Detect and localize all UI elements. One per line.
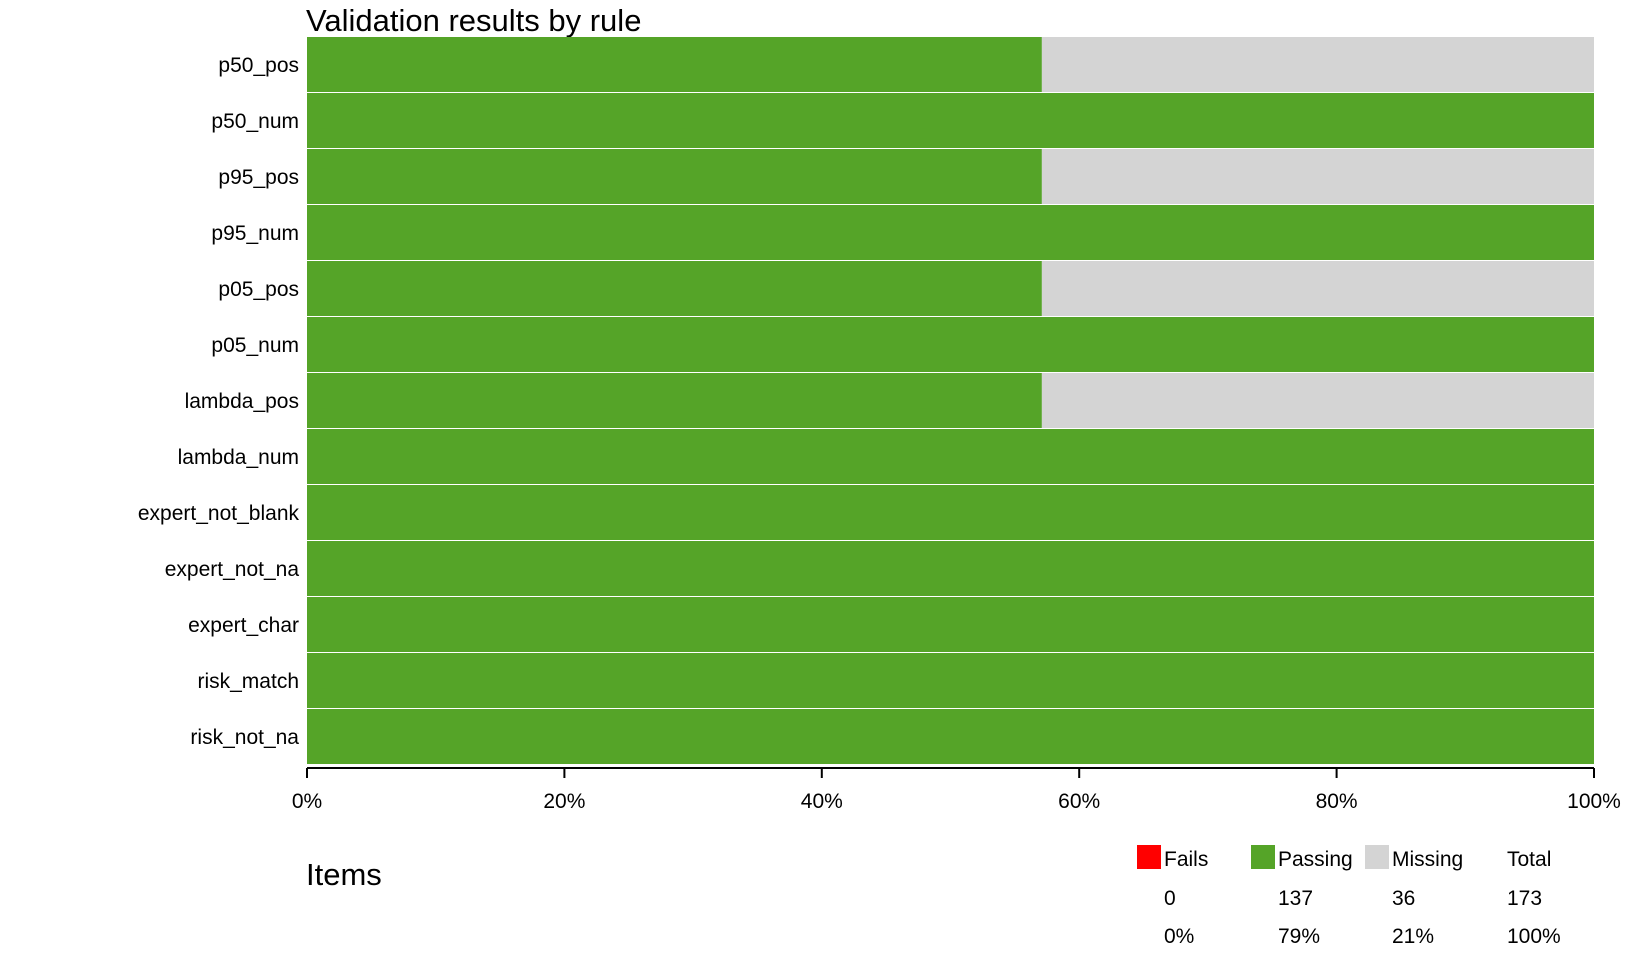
- x-tick-label-2: 40%: [801, 790, 843, 813]
- rule-label-lambda_pos: lambda_pos: [185, 390, 299, 413]
- x-axis: 0% 20% 40% 60% 80% 100%: [292, 767, 1621, 813]
- legend-swatch-missing: [1365, 845, 1389, 869]
- legend-count-fails: 0: [1164, 887, 1176, 910]
- rule-label-p05_pos: p05_pos: [218, 278, 299, 301]
- bar-passing-p95_pos: [307, 149, 1042, 204]
- bar-passing-p05_pos: [307, 261, 1042, 316]
- bar-missing-p05_pos: [1041, 261, 1594, 316]
- bar-passing-p50_pos: [307, 37, 1042, 92]
- rule-label-p95_pos: p95_pos: [218, 166, 299, 189]
- rule-label-lambda_num: lambda_num: [178, 446, 299, 469]
- items-legend: Fails 0 0% Passing 137 79% Missing 36 21% Total 17…: [1137, 845, 1561, 948]
- x-tick-label-1: 20%: [543, 790, 585, 813]
- bar-passing-risk_match: [307, 653, 1594, 708]
- rule-label-expert_char: expert_char: [188, 614, 299, 637]
- bar-passing-p05_num: [307, 317, 1594, 372]
- legend-percent-total: 100%: [1507, 925, 1561, 948]
- rule-label-p50_num: p50_num: [211, 110, 299, 133]
- legend-percent-missing: 21%: [1392, 925, 1434, 948]
- x-tick-label-5: 100%: [1567, 790, 1621, 813]
- rule-label-expert_not_blank: expert_not_blank: [138, 502, 300, 525]
- legend-percent-passing: 79%: [1278, 925, 1320, 948]
- legend-header-missing: Missing: [1392, 848, 1463, 871]
- bar-passing-p95_num: [307, 205, 1594, 260]
- rule-label-p95_num: p95_num: [211, 222, 299, 245]
- legend-swatch-fails: [1137, 845, 1161, 869]
- bar-passing-expert_not_blank: [307, 485, 1594, 540]
- bar-passing-risk_not_na: [307, 709, 1594, 764]
- legend-header-passing: Passing: [1278, 848, 1353, 871]
- rule-labels-group: p50_pos p50_num p95_pos p95_num p05_pos p05_n…: [138, 54, 300, 749]
- bar-missing-lambda_pos: [1041, 373, 1594, 428]
- x-tick-label-0: 0%: [292, 790, 322, 813]
- legend-count-passing: 137: [1278, 887, 1313, 910]
- rule-label-risk_not_na: risk_not_na: [190, 726, 299, 749]
- items-title: Items: [306, 857, 382, 892]
- x-tick-label-3: 60%: [1058, 790, 1100, 813]
- rule-label-p05_num: p05_num: [211, 334, 299, 357]
- legend-swatch-passing: [1251, 845, 1275, 869]
- rule-label-expert_not_na: expert_not_na: [165, 558, 300, 581]
- legend-header-total: Total: [1507, 848, 1551, 871]
- x-tick-label-4: 80%: [1316, 790, 1358, 813]
- bar-passing-expert_not_na: [307, 541, 1594, 596]
- bar-passing-lambda_pos: [307, 373, 1042, 428]
- chart-title: Validation results by rule: [306, 3, 641, 38]
- bar-missing-p95_pos: [1041, 149, 1594, 204]
- legend-percent-fails: 0%: [1164, 925, 1194, 948]
- bar-missing-p50_pos: [1041, 37, 1594, 92]
- bar-passing-p50_num: [307, 93, 1594, 148]
- bars-group: [307, 37, 1594, 764]
- legend-count-total: 173: [1507, 887, 1542, 910]
- rule-label-risk_match: risk_match: [197, 670, 299, 693]
- legend-header-fails: Fails: [1164, 848, 1208, 871]
- bar-passing-lambda_num: [307, 429, 1594, 484]
- rule-label-p50_pos: p50_pos: [218, 54, 299, 77]
- bar-passing-expert_char: [307, 597, 1594, 652]
- legend-count-missing: 36: [1392, 887, 1415, 910]
